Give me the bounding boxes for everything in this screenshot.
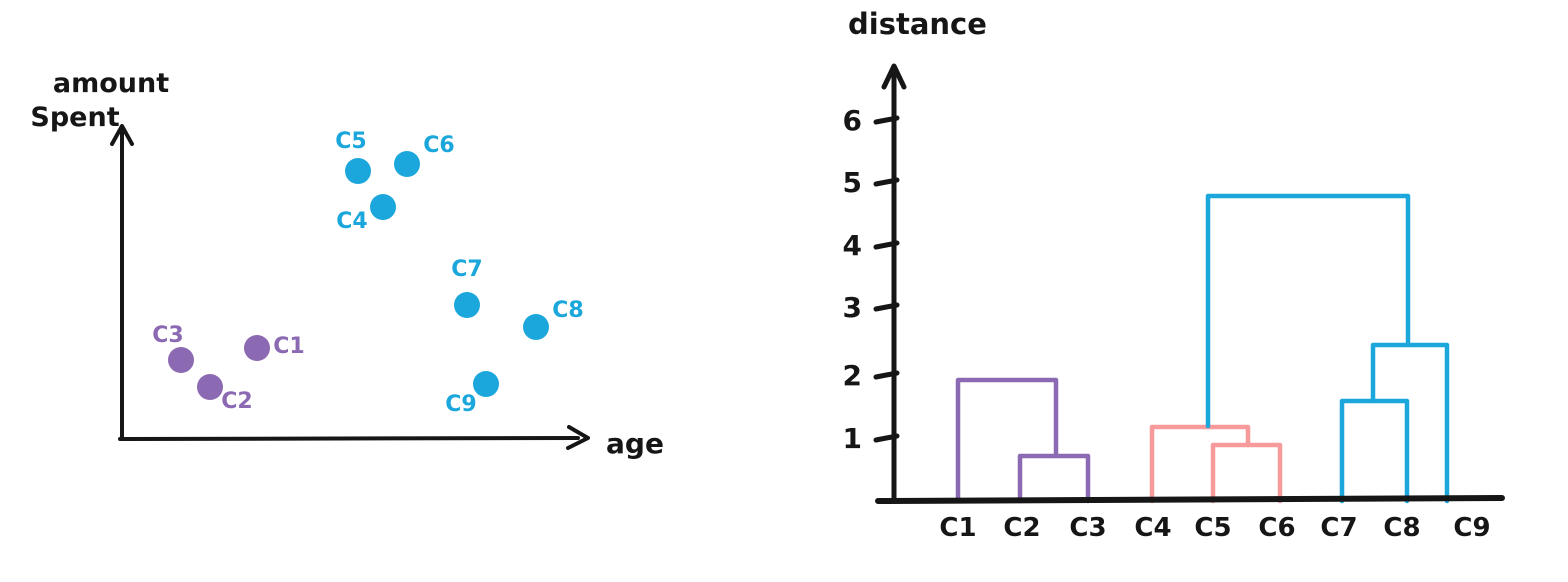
scatter-point-c7 xyxy=(454,292,480,318)
scatter-point-c2 xyxy=(197,374,223,400)
leaf-label-c1: C1 xyxy=(939,513,976,543)
leaf-label-c4: C4 xyxy=(1134,513,1171,543)
y-axis-arrowhead-icon xyxy=(881,63,907,90)
tick-label-6: 6 xyxy=(843,104,862,137)
leaf-label-c9: C9 xyxy=(1453,513,1490,543)
scatter-point-c6 xyxy=(394,151,420,177)
leaf-label-c5: C5 xyxy=(1194,513,1231,543)
dendrogram-link-blue-c7-c8 xyxy=(1339,398,1410,504)
scatter-cluster-blue-upper-cluster: C5 C6 C4 xyxy=(335,129,454,234)
dendrogram-link-pink-c5-c6 xyxy=(1210,442,1283,504)
scatter-point-c9 xyxy=(473,371,499,397)
x-axis-line xyxy=(875,495,1505,504)
scatter-cluster-purple-cluster: C3 C2 C1 xyxy=(152,323,304,414)
scatter-point-label-c3: C3 xyxy=(152,323,183,348)
scatter-point-label-c7: C7 xyxy=(451,257,482,282)
x-axis-line xyxy=(118,436,580,441)
tick-mark-3 xyxy=(873,302,900,312)
tick-label-5: 5 xyxy=(843,166,862,199)
y-axis-label-line1: amount xyxy=(53,68,169,99)
leaf-label-c8: C8 xyxy=(1383,513,1420,543)
dendrogram-link-blue-root xyxy=(1205,193,1411,429)
dendrogram-link-purple-c2-c3 xyxy=(1017,453,1091,504)
dendrogram-link-pink-root xyxy=(1149,424,1251,504)
tick-label-2: 2 xyxy=(843,359,862,392)
scatter-point-c5 xyxy=(345,158,371,184)
y-axis-arrowhead-icon xyxy=(110,124,134,146)
scatter-point-c8 xyxy=(523,314,549,340)
dendrogram-title: distance xyxy=(848,7,987,41)
scatter-point-c4 xyxy=(370,194,396,220)
tick-mark-6 xyxy=(873,115,900,125)
scatter-point-label-c8: C8 xyxy=(552,298,583,323)
scatter-point-c1 xyxy=(244,335,270,361)
scatter-point-c3 xyxy=(168,347,194,373)
leaf-label-c6: C6 xyxy=(1258,513,1295,543)
scatter-point-label-c5: C5 xyxy=(335,129,366,154)
scatter-point-label-c9: C9 xyxy=(445,392,476,417)
dendrogram-link-blue-c8-c9 xyxy=(1370,342,1450,504)
dendrogram-chart: distance 1 2 3 4 5 6 C1 C2 C3 C4 C5 C6 C7 C8 C9 xyxy=(843,7,1505,543)
scatter-point-label-c6: C6 xyxy=(423,133,454,158)
x-axis-label: age xyxy=(606,427,664,460)
tick-label-3: 3 xyxy=(843,291,862,324)
scatter-point-label-c2: C2 xyxy=(221,389,252,414)
y-axis-label-line2: Spent xyxy=(30,102,119,133)
tick-label-1: 1 xyxy=(843,422,862,455)
tick-mark-4 xyxy=(873,240,900,250)
dendrogram-link-purple-root xyxy=(955,377,1059,504)
leaf-label-c3: C3 xyxy=(1069,513,1106,543)
scatter-cluster-blue-lower-cluster: C7 C8 C9 xyxy=(445,257,583,417)
x-axis-arrowhead-icon xyxy=(566,425,590,450)
scatter-point-label-c4: C4 xyxy=(336,209,367,234)
scatter-point-label-c1: C1 xyxy=(273,334,304,359)
tick-mark-1 xyxy=(873,433,900,443)
tick-label-4: 4 xyxy=(843,229,862,262)
leaf-label-c7: C7 xyxy=(1320,513,1357,543)
leaf-label-c2: C2 xyxy=(1003,513,1040,543)
tick-mark-2 xyxy=(873,370,900,380)
tick-mark-5 xyxy=(873,177,900,187)
